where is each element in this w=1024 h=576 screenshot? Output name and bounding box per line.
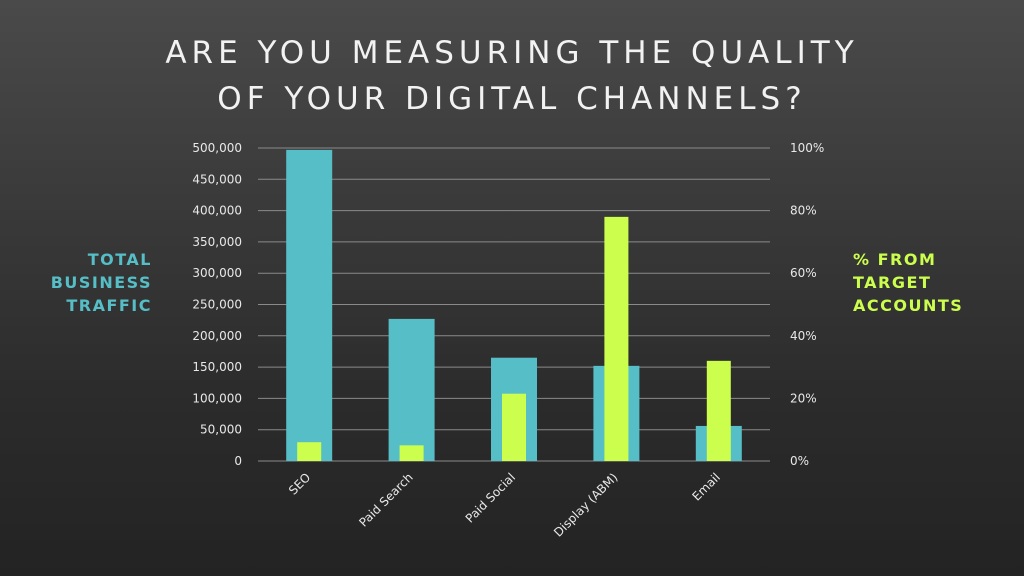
right-axis-title-line-3: Accounts	[853, 296, 964, 315]
left-axis-title-line-1: Total	[87, 250, 152, 269]
target-bar	[502, 393, 526, 461]
category-label: Paid Social	[463, 470, 518, 525]
bars-layer	[286, 149, 742, 462]
chart-title-line-1: Are you measuring the quality	[165, 35, 859, 71]
left-tick-label: 200,000	[192, 329, 242, 343]
category-label: Paid Search	[356, 470, 415, 529]
chart-title: Are you measuring the quality of your di…	[0, 30, 1024, 122]
left-axis-ticks: 0 50,000 100,000 150,000 200,000 250,000 300,0…	[192, 141, 242, 468]
target-bar	[604, 216, 629, 461]
left-tick-label: 0	[234, 454, 242, 468]
traffic-bar	[286, 149, 333, 462]
left-tick-label: 50,000	[200, 423, 242, 437]
right-axis-title-line-1: % from	[853, 250, 937, 269]
left-tick-label: 150,000	[192, 360, 242, 374]
right-axis-title-line-2: Target	[853, 273, 932, 292]
target-bar	[706, 360, 731, 461]
right-tick-label: 60%	[790, 266, 817, 280]
target-bar	[297, 442, 322, 461]
category-label: Display (ABM)	[551, 470, 620, 539]
right-axis-title: % from Target Accounts	[853, 248, 1003, 317]
left-tick-label: 100,000	[192, 391, 242, 405]
traffic-bar	[388, 318, 435, 461]
chart-title-line-2: of your digital channels?	[217, 81, 807, 117]
left-tick-label: 450,000	[192, 172, 242, 186]
right-tick-label: 0%	[790, 454, 809, 468]
right-tick-label: 80%	[790, 204, 817, 218]
category-label: Email	[689, 470, 722, 503]
right-tick-label: 20%	[790, 391, 817, 405]
left-axis-title-line-2: Business	[50, 273, 152, 292]
left-tick-label: 400,000	[192, 204, 242, 218]
left-tick-label: 350,000	[192, 235, 242, 249]
right-tick-label: 100%	[790, 141, 824, 155]
left-tick-label: 300,000	[192, 266, 242, 280]
left-axis-title: Total Business Traffic	[30, 248, 152, 317]
target-bar	[399, 445, 424, 461]
left-tick-label: 250,000	[192, 298, 242, 312]
category-label: SEO	[286, 470, 313, 497]
category-labels: SEO Paid Search Paid Social Display (ABM) Em…	[286, 470, 723, 539]
right-axis-ticks: 0% 20% 40% 60% 80% 100%	[790, 141, 824, 468]
left-axis-title-line-3: Traffic	[66, 296, 152, 315]
left-tick-label: 500,000	[192, 141, 242, 155]
right-tick-label: 40%	[790, 329, 817, 343]
